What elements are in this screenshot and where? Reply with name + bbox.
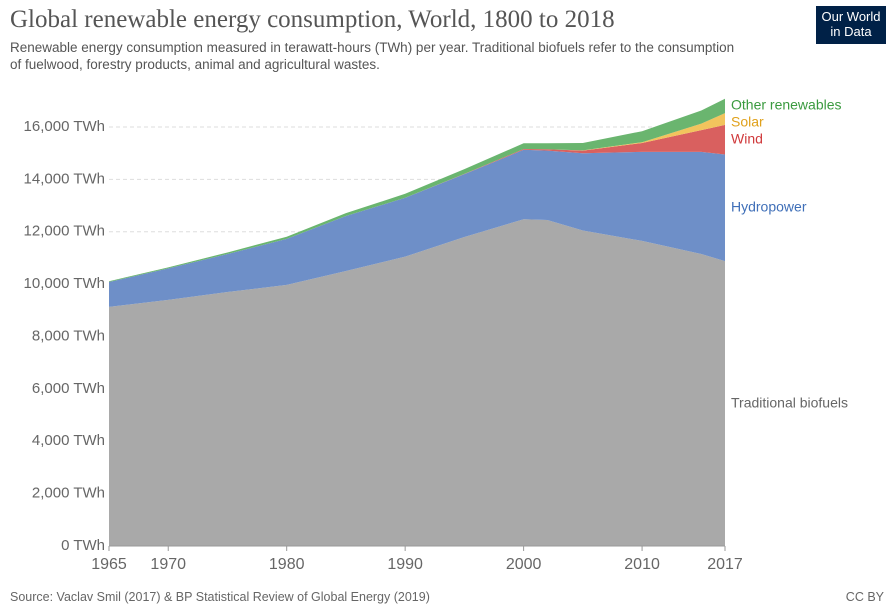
y-tick-label: 16,000 TWh [24, 118, 105, 135]
y-tick-label: 14,000 TWh [24, 170, 105, 187]
chart-title: Global renewable energy consumption, Wor… [10, 6, 615, 33]
y-tick-label: 8,000 TWh [32, 327, 105, 344]
legend-label: Solar [731, 114, 764, 130]
chart-subtitle: Renewable energy consumption measured in… [10, 40, 735, 72]
area [109, 219, 725, 547]
area [109, 149, 725, 307]
x-tick-label: 1965 [91, 556, 127, 573]
area [109, 98, 725, 283]
y-tick-label: 0 TWh [61, 537, 105, 554]
x-tick-label: 2010 [624, 556, 660, 573]
legend-label: Traditional biofuels [731, 394, 848, 410]
legend-label: Hydropower [731, 199, 807, 215]
chart: 0 TWh 2,000 TWh 4,000 TWh 6,000 TWh 8,000 TW… [24, 97, 848, 574]
legend-label: Wind [731, 131, 763, 147]
y-tick-label: 4,000 TWh [32, 432, 105, 449]
x-tick-label: 1990 [387, 556, 423, 573]
y-tick-label: 12,000 TWh [24, 223, 105, 240]
y-tick-label: 10,000 TWh [24, 275, 105, 292]
x-tick-label: 1970 [150, 556, 186, 573]
source: Source: Vaclav Smil (2017) & BP Statisti… [10, 590, 430, 604]
license[interactable]: CC BY [845, 590, 884, 604]
x-tick-label: 1980 [269, 556, 305, 573]
x-tick-label: 2000 [506, 556, 542, 573]
legend-label: Other renewables [731, 97, 842, 113]
y-tick-label: 2,000 TWh [32, 485, 105, 502]
x-tick-label: 2017 [707, 556, 743, 573]
area [109, 124, 725, 283]
logo[interactable]: Our World in Data [816, 6, 886, 44]
y-tick-label: 6,000 TWh [32, 380, 105, 397]
